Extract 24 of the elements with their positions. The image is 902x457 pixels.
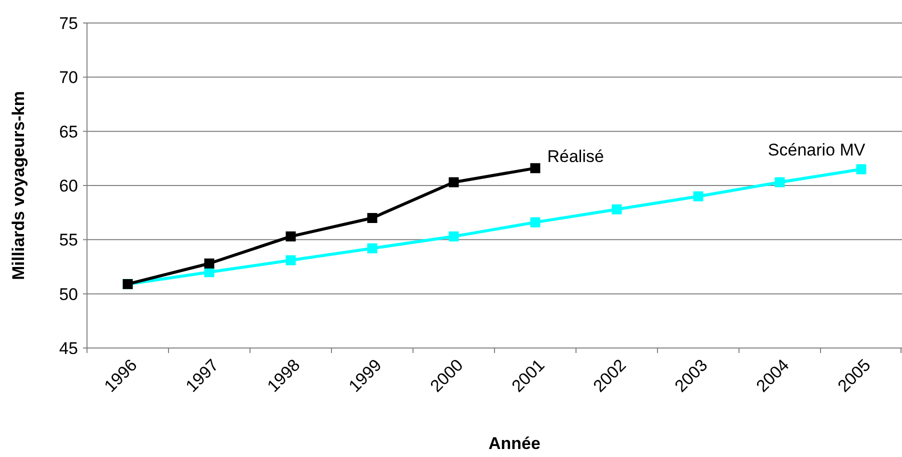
y-tick-label: 60 (59, 176, 78, 196)
point (367, 243, 378, 254)
point (448, 177, 459, 188)
point (693, 191, 704, 202)
y-axis-title: Milliards voyageurs-km (9, 91, 28, 280)
point (286, 255, 296, 266)
y-tick-label: 45 (59, 338, 78, 358)
point (530, 163, 540, 174)
y-tick-label: 65 (59, 122, 78, 142)
point (856, 164, 866, 174)
y-tick-label: 50 (59, 284, 78, 304)
point (448, 231, 459, 242)
point (612, 204, 622, 214)
point (774, 177, 785, 188)
y-tick-label: 70 (59, 68, 78, 88)
point (286, 231, 296, 242)
point (367, 213, 378, 223)
x-axis-title: Année (488, 434, 540, 453)
series-label: Scénario MV (768, 140, 866, 160)
point (204, 258, 214, 268)
point (530, 217, 540, 228)
y-tick-label: 55 (59, 230, 78, 250)
series-label: Réalisé (547, 147, 604, 166)
y-tick-label: 75 (59, 14, 78, 33)
